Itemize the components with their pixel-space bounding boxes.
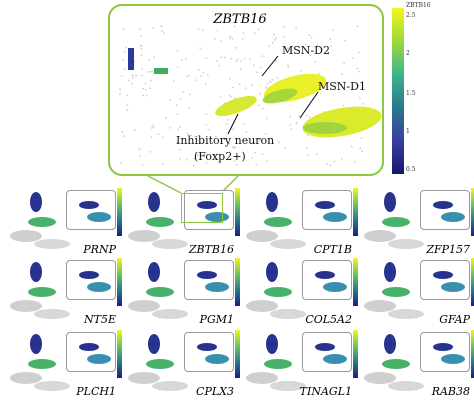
cluster-msn-d1 xyxy=(302,106,382,138)
gene-label: CPLX3 xyxy=(196,385,234,398)
gene-panel: NT5E xyxy=(6,254,124,326)
mini-colorbar xyxy=(235,188,240,236)
gene-panel: COL5A2 xyxy=(242,254,360,326)
inset-title: ZBTB16 xyxy=(213,12,267,27)
mini-umap xyxy=(364,262,424,319)
mini-umap xyxy=(246,334,306,391)
colorbar-tick: 0.5 xyxy=(406,166,416,173)
gene-label: PRNP xyxy=(83,243,116,256)
mini-colorbar xyxy=(117,188,122,236)
colorbar-tick: 1 xyxy=(406,128,410,135)
umap-scatter-large xyxy=(119,25,382,167)
mini-colorbar xyxy=(471,330,474,378)
mini-umap xyxy=(10,192,70,249)
gene-panel: CPLX3 xyxy=(124,326,242,398)
label-foxp2: (Foxp2+) xyxy=(194,150,246,163)
cluster-left-blue xyxy=(128,48,134,70)
mini-inset xyxy=(302,190,352,230)
gene-label: ZBTB16 xyxy=(188,243,234,256)
mini-colorbar xyxy=(353,258,358,306)
gene-label: PGM1 xyxy=(199,313,234,326)
cluster-inhibitory xyxy=(215,96,257,116)
label-inhibitory-neuron: Inhibitory neuron xyxy=(176,134,275,147)
gene-panel: GFAP xyxy=(360,254,474,326)
mini-umap xyxy=(10,334,70,391)
mini-colorbar xyxy=(471,258,474,306)
gene-panel: CPT1B xyxy=(242,184,360,256)
colorbar xyxy=(392,8,404,174)
mini-colorbar xyxy=(117,330,122,378)
zoom-inset: ZBTB16 MSN-D2 MSN-D1 Inhibitory neuron (… xyxy=(108,4,384,176)
mini-umap xyxy=(128,192,188,249)
mini-umap xyxy=(364,334,424,391)
mini-umap xyxy=(246,192,306,249)
label-msn-d1: MSN-D1 xyxy=(318,80,366,93)
mini-umap xyxy=(128,334,188,391)
mini-inset xyxy=(66,190,116,230)
gene-panel: TINAGL1 xyxy=(242,326,360,398)
label-msn-d2: MSN-D2 xyxy=(282,44,330,57)
gene-label: GFAP xyxy=(439,313,470,326)
gene-panel: RAB38 xyxy=(360,326,474,398)
mini-inset xyxy=(420,332,470,372)
mini-umap xyxy=(128,262,188,319)
gene-label: NT5E xyxy=(84,313,116,326)
mini-inset xyxy=(302,260,352,300)
gene-label: CPT1B xyxy=(313,243,352,256)
mini-inset xyxy=(184,190,234,230)
gene-label: RAB38 xyxy=(431,385,470,398)
mini-umap xyxy=(364,192,424,249)
mini-colorbar xyxy=(353,330,358,378)
mini-colorbar xyxy=(235,258,240,306)
gene-label: ZFP157 xyxy=(426,243,470,256)
mini-inset xyxy=(66,332,116,372)
colorbar-label: ZBTB16 xyxy=(406,2,431,9)
mini-colorbar xyxy=(117,258,122,306)
mini-umap xyxy=(246,262,306,319)
highlight-box xyxy=(181,193,223,223)
gene-label: PLCH1 xyxy=(76,385,116,398)
gene-panel: PLCH1 xyxy=(6,326,124,398)
mini-inset xyxy=(302,332,352,372)
colorbar-tick: 1.5 xyxy=(406,90,416,97)
mini-colorbar xyxy=(353,188,358,236)
mini-umap xyxy=(10,262,70,319)
colorbar-tick: 2 xyxy=(406,50,410,57)
gene-label: COL5A2 xyxy=(305,313,352,326)
mini-colorbar xyxy=(235,330,240,378)
mini-inset xyxy=(184,260,234,300)
mini-inset xyxy=(420,190,470,230)
mini-inset xyxy=(420,260,470,300)
gene-panel: ZBTB16 xyxy=(124,184,242,256)
mini-colorbar xyxy=(471,188,474,236)
colorbar-tick: 2.5 xyxy=(406,12,416,19)
gene-panel: PRNP xyxy=(6,184,124,256)
mini-inset xyxy=(184,332,234,372)
gene-label: TINAGL1 xyxy=(299,385,352,398)
gene-panel: PGM1 xyxy=(124,254,242,326)
mini-inset xyxy=(66,260,116,300)
gene-panel: ZFP157 xyxy=(360,184,474,256)
